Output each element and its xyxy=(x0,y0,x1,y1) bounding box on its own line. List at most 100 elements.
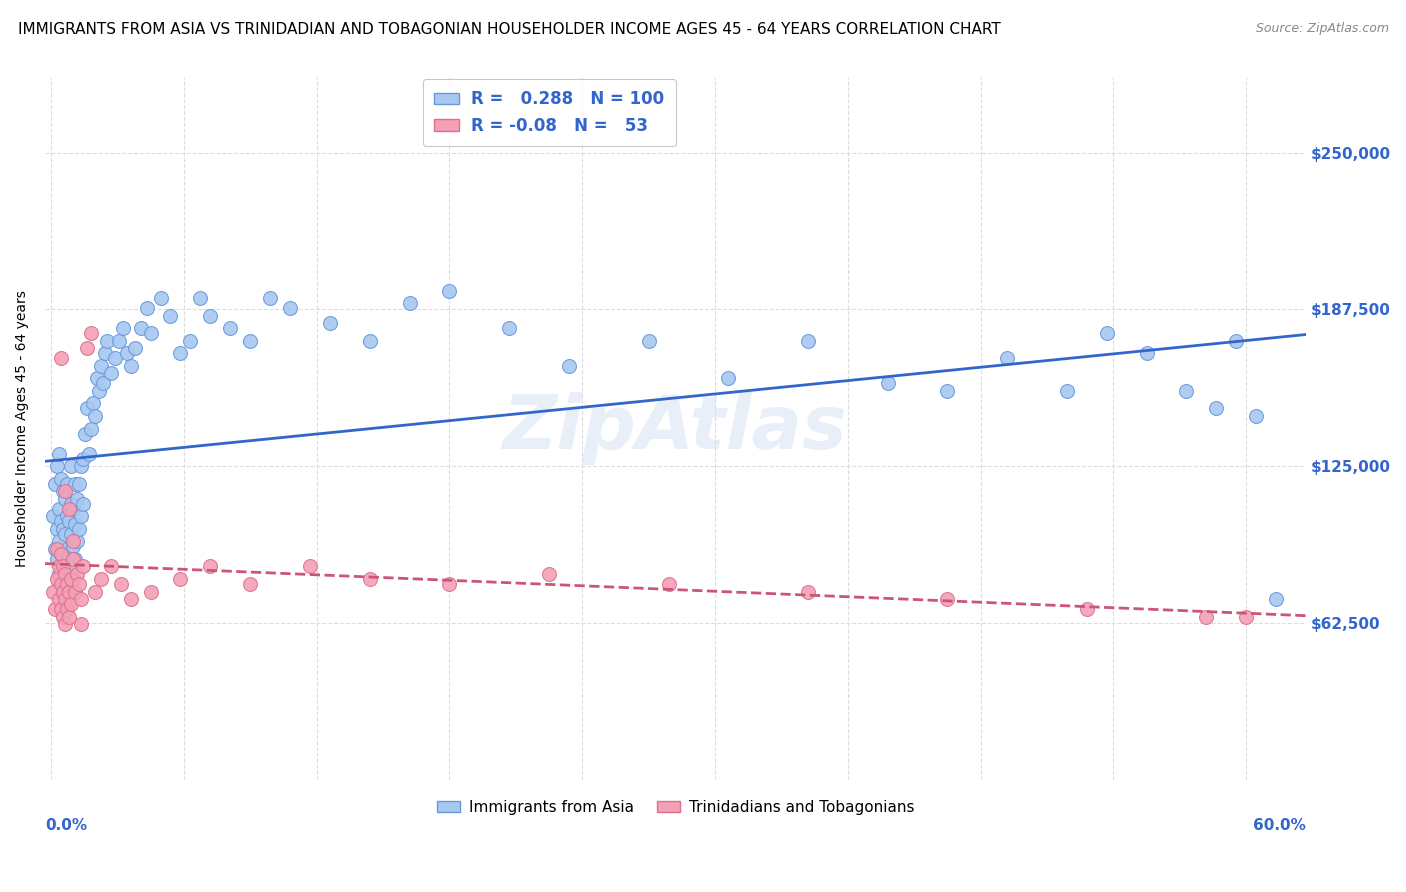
Point xyxy=(96,334,118,348)
Point xyxy=(42,509,65,524)
Point xyxy=(86,371,108,385)
Point xyxy=(83,409,105,423)
Point xyxy=(52,522,75,536)
Point xyxy=(90,572,112,586)
Point xyxy=(49,351,72,366)
Point xyxy=(76,401,98,416)
Point xyxy=(107,334,129,348)
Point xyxy=(62,572,84,586)
Point xyxy=(59,597,82,611)
Point xyxy=(637,334,659,348)
Point xyxy=(83,584,105,599)
Point xyxy=(995,351,1018,366)
Point xyxy=(42,584,65,599)
Point xyxy=(52,584,75,599)
Point xyxy=(44,602,66,616)
Point xyxy=(56,577,79,591)
Point xyxy=(558,359,581,373)
Point xyxy=(1195,609,1218,624)
Point xyxy=(63,584,86,599)
Point xyxy=(115,346,138,360)
Point xyxy=(159,309,181,323)
Point xyxy=(48,559,70,574)
Point xyxy=(58,609,80,624)
Point xyxy=(63,476,86,491)
Point xyxy=(139,584,162,599)
Point xyxy=(56,476,79,491)
Point xyxy=(169,572,191,586)
Point xyxy=(66,566,89,581)
Point xyxy=(936,384,959,398)
Point xyxy=(53,484,76,499)
Point xyxy=(67,577,90,591)
Point xyxy=(657,577,679,591)
Point xyxy=(48,534,70,549)
Point xyxy=(439,577,461,591)
Point xyxy=(76,341,98,355)
Point xyxy=(59,572,82,586)
Point xyxy=(58,501,80,516)
Point xyxy=(59,526,82,541)
Point xyxy=(129,321,152,335)
Point xyxy=(49,577,72,591)
Point xyxy=(56,509,79,524)
Point xyxy=(239,334,262,348)
Point xyxy=(72,451,94,466)
Legend: Immigrants from Asia, Trinidadians and Tobagonians: Immigrants from Asia, Trinidadians and T… xyxy=(430,794,921,822)
Point xyxy=(876,376,898,391)
Y-axis label: Householder Income Ages 45 - 64 years: Householder Income Ages 45 - 64 years xyxy=(15,290,30,567)
Text: ZipAtlas: ZipAtlas xyxy=(503,392,848,465)
Point xyxy=(439,284,461,298)
Point xyxy=(259,291,281,305)
Point xyxy=(1244,409,1267,423)
Point xyxy=(73,426,96,441)
Point xyxy=(90,359,112,373)
Text: Source: ZipAtlas.com: Source: ZipAtlas.com xyxy=(1256,22,1389,36)
Point xyxy=(45,522,67,536)
Point xyxy=(72,497,94,511)
Point xyxy=(359,572,381,586)
Point xyxy=(45,572,67,586)
Point xyxy=(91,376,114,391)
Point xyxy=(52,609,75,624)
Point xyxy=(48,447,70,461)
Point xyxy=(52,559,75,574)
Point xyxy=(67,476,90,491)
Point xyxy=(62,552,84,566)
Point xyxy=(200,559,222,574)
Point xyxy=(66,491,89,506)
Point xyxy=(59,497,82,511)
Point xyxy=(936,592,959,607)
Point xyxy=(111,321,134,335)
Point xyxy=(797,334,820,348)
Point xyxy=(104,351,127,366)
Text: IMMIGRANTS FROM ASIA VS TRINIDADIAN AND TOBAGONIAN HOUSEHOLDER INCOME AGES 45 - : IMMIGRANTS FROM ASIA VS TRINIDADIAN AND … xyxy=(18,22,1001,37)
Point xyxy=(63,516,86,531)
Point xyxy=(200,309,222,323)
Point xyxy=(498,321,520,335)
Point xyxy=(49,602,72,616)
Point xyxy=(48,501,70,516)
Point xyxy=(69,509,91,524)
Point xyxy=(87,384,110,398)
Point xyxy=(48,566,70,581)
Point xyxy=(45,541,67,556)
Point xyxy=(1234,609,1257,624)
Point xyxy=(149,291,172,305)
Point xyxy=(80,421,103,435)
Point xyxy=(58,584,80,599)
Point xyxy=(120,359,142,373)
Point xyxy=(45,552,67,566)
Point xyxy=(77,447,100,461)
Point xyxy=(44,541,66,556)
Point xyxy=(62,540,84,554)
Point xyxy=(52,484,75,499)
Point xyxy=(56,541,79,556)
Point xyxy=(49,514,72,528)
Point xyxy=(59,559,82,574)
Point xyxy=(58,582,80,596)
Point xyxy=(100,559,122,574)
Point xyxy=(53,592,76,607)
Point xyxy=(120,592,142,607)
Point xyxy=(80,326,103,341)
